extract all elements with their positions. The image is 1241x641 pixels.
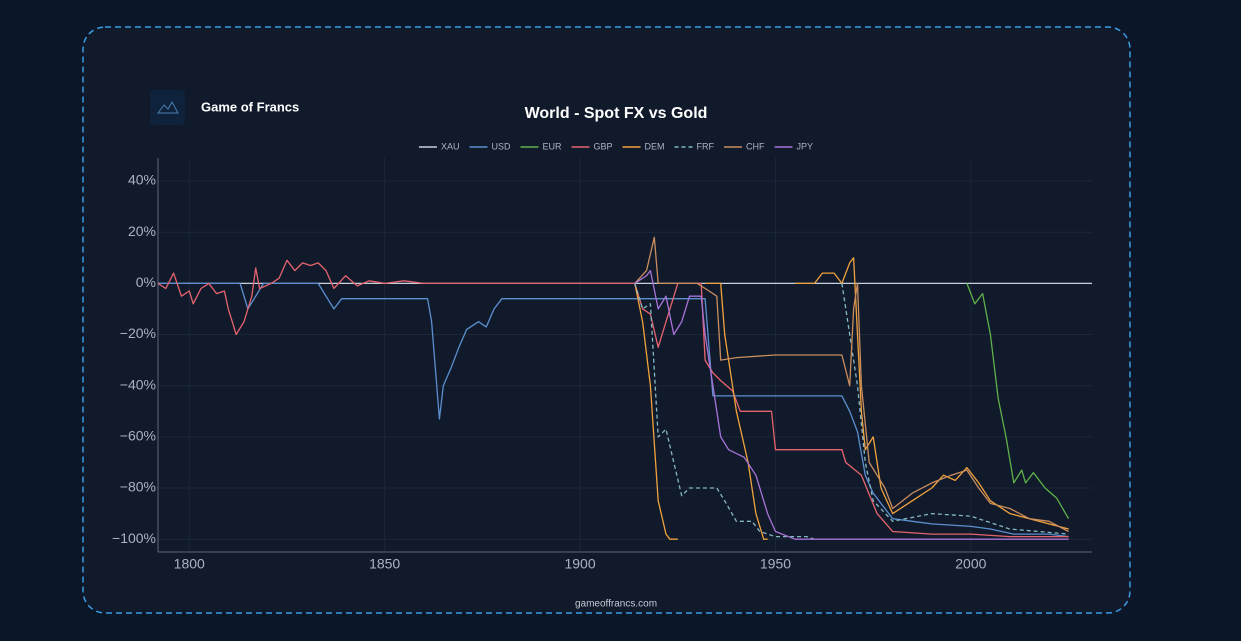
x-tick-label: 1850 (369, 556, 400, 572)
y-tick-label: −60% (120, 428, 156, 444)
legend-label: JPY (797, 141, 814, 151)
x-tick-label: 1950 (760, 556, 791, 572)
y-tick-label: −40% (120, 376, 156, 392)
card (82, 26, 1131, 614)
legend-label: GBP (594, 141, 613, 151)
series-line (634, 283, 1069, 540)
footer: gameoffrancs.com (575, 599, 657, 610)
x-tick-label: 1900 (564, 556, 595, 572)
y-tick-label: 20% (128, 223, 156, 239)
legend: XAU USD EUR GBP DEM FRF CHF JPY (418, 141, 814, 151)
x-tick-label: 2000 (955, 556, 986, 572)
series-line (634, 257, 1069, 540)
chart-title: World - Spot FX vs Gold (525, 105, 708, 122)
series-line (157, 259, 1069, 538)
x-tick-label: 1800 (174, 556, 205, 572)
legend-label: USD (491, 141, 511, 151)
legend-label: EUR (542, 141, 562, 151)
legend-label: DEM (645, 141, 665, 151)
y-tick-label: −80% (120, 479, 156, 495)
series-line (158, 282, 1069, 538)
legend-label: FRF (697, 141, 715, 151)
legend-label: CHF (746, 141, 765, 151)
y-tick-label: 40% (128, 172, 156, 188)
y-tick-label: −100% (112, 530, 156, 546)
legend-label: XAU (441, 141, 460, 151)
series-line (634, 236, 1069, 533)
logo (150, 90, 185, 125)
y-tick-label: 0% (136, 274, 156, 290)
series-line (634, 269, 1069, 540)
brand: Game of Francs (201, 99, 299, 114)
y-tick-label: −20% (120, 325, 156, 341)
series-line (966, 283, 1070, 520)
